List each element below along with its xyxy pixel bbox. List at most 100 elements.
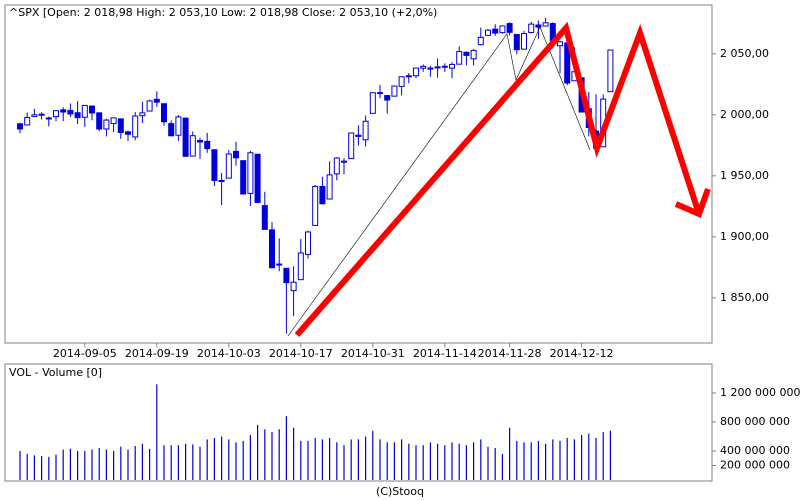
candle-body: [96, 112, 103, 130]
candle-body: [38, 113, 45, 116]
x-tick-label: 2014-10-03: [197, 347, 261, 360]
candle-body: [542, 22, 549, 27]
candle-body: [261, 205, 268, 230]
candle-body: [182, 117, 189, 157]
candle-body: [333, 157, 340, 175]
candle-body: [67, 109, 74, 115]
y-tick-label: 1 850,00: [720, 291, 769, 304]
candle-body: [103, 119, 110, 130]
y-tick-label: 200 000 000: [720, 458, 790, 471]
candle-body: [521, 33, 527, 50]
candle-body: [297, 252, 304, 281]
candle-body: [89, 105, 95, 114]
candle-body: [31, 114, 38, 118]
y-tick-label: 2 050,00: [720, 47, 769, 60]
x-tick-label: 2014-11-14: [413, 347, 477, 360]
candle-body: [139, 112, 146, 117]
candle-body: [535, 24, 542, 28]
candle-body: [269, 229, 275, 269]
candle-body: [204, 140, 211, 150]
candle-body: [218, 179, 225, 182]
candle-body: [283, 267, 290, 284]
volume-title: VOL - Volume [0]: [9, 366, 102, 379]
x-tick-label: 2014-12-12: [550, 347, 614, 360]
candle-body: [557, 41, 563, 47]
candle-body: [110, 117, 117, 124]
candle-body: [326, 174, 333, 200]
candle-body: [17, 123, 23, 130]
price-panel: [4, 4, 713, 344]
candle-body: [319, 185, 326, 205]
candle-body: [247, 152, 254, 194]
candle-body: [449, 63, 455, 69]
x-tick-label: 2014-10-17: [269, 347, 333, 360]
candle-body: [161, 103, 167, 123]
chart-title: ^SPX [Open: 2 018,98 High: 2 053,10 Low:…: [9, 6, 437, 19]
candle-body: [463, 51, 470, 56]
candle-body: [225, 153, 232, 179]
candle-body: [24, 116, 31, 126]
candle-body: [384, 95, 391, 101]
candle-body: [233, 150, 239, 159]
trend-line: [287, 26, 591, 337]
candle-body: [398, 76, 405, 87]
candle-body: [434, 66, 441, 69]
y-tick-label: 1 900,00: [720, 230, 769, 243]
candle-body: [254, 153, 261, 203]
candle-body: [413, 67, 419, 77]
candle-body: [312, 185, 319, 226]
candle-body: [362, 120, 369, 141]
candle-body: [125, 131, 131, 135]
candle-body: [74, 112, 81, 119]
candle-body: [276, 263, 283, 266]
candle-body: [355, 134, 362, 137]
footer: (C)Stooq: [376, 485, 424, 498]
y-tick-label: 1 200 000 000: [720, 386, 800, 399]
candle-body: [377, 92, 383, 95]
candle-body: [341, 160, 347, 163]
candle-body: [175, 116, 182, 136]
candle-body: [168, 123, 175, 137]
candle-body: [607, 49, 614, 93]
x-tick-label: 2014-11-28: [478, 347, 542, 360]
candle-body: [189, 135, 196, 157]
candle-body: [456, 51, 463, 65]
candle-body: [53, 110, 59, 118]
candle-body: [146, 100, 153, 112]
candle-body: [485, 29, 491, 36]
candle-body: [45, 117, 52, 120]
candle-body: [290, 281, 297, 292]
candle-body: [499, 25, 506, 34]
candle-body: [305, 231, 311, 255]
x-tick-label: 2014-09-05: [53, 347, 117, 360]
candle-body: [506, 23, 513, 33]
forecast-arrow: [294, 21, 702, 337]
y-tick-label: 2 000,00: [720, 108, 769, 121]
candle-body: [153, 98, 160, 103]
candle-body: [391, 85, 398, 97]
candle-body: [60, 109, 67, 113]
candle-body: [132, 115, 139, 138]
candle-body: [81, 104, 88, 118]
y-tick-label: 400 000 000: [720, 444, 790, 457]
candle-body: [477, 36, 484, 46]
candle-body: [420, 65, 427, 69]
arrow-head: [674, 187, 711, 219]
candle-body: [427, 67, 434, 70]
x-tick-label: 2014-10-31: [341, 347, 405, 360]
y-tick-label: 800 000 000: [720, 415, 790, 428]
candle-body: [240, 160, 247, 195]
annotation: [287, 21, 711, 337]
y-tick-label: 1 950,00: [720, 169, 769, 182]
candle-body: [197, 140, 203, 143]
candle-body: [492, 28, 499, 34]
candle-body: [117, 118, 124, 134]
candle-body: [470, 49, 477, 60]
candle-body: [348, 132, 355, 160]
candle-body: [441, 65, 448, 68]
candle-body: [528, 23, 535, 33]
candle-body: [513, 34, 520, 51]
candle-body: [211, 149, 218, 181]
candle-body: [369, 92, 376, 114]
